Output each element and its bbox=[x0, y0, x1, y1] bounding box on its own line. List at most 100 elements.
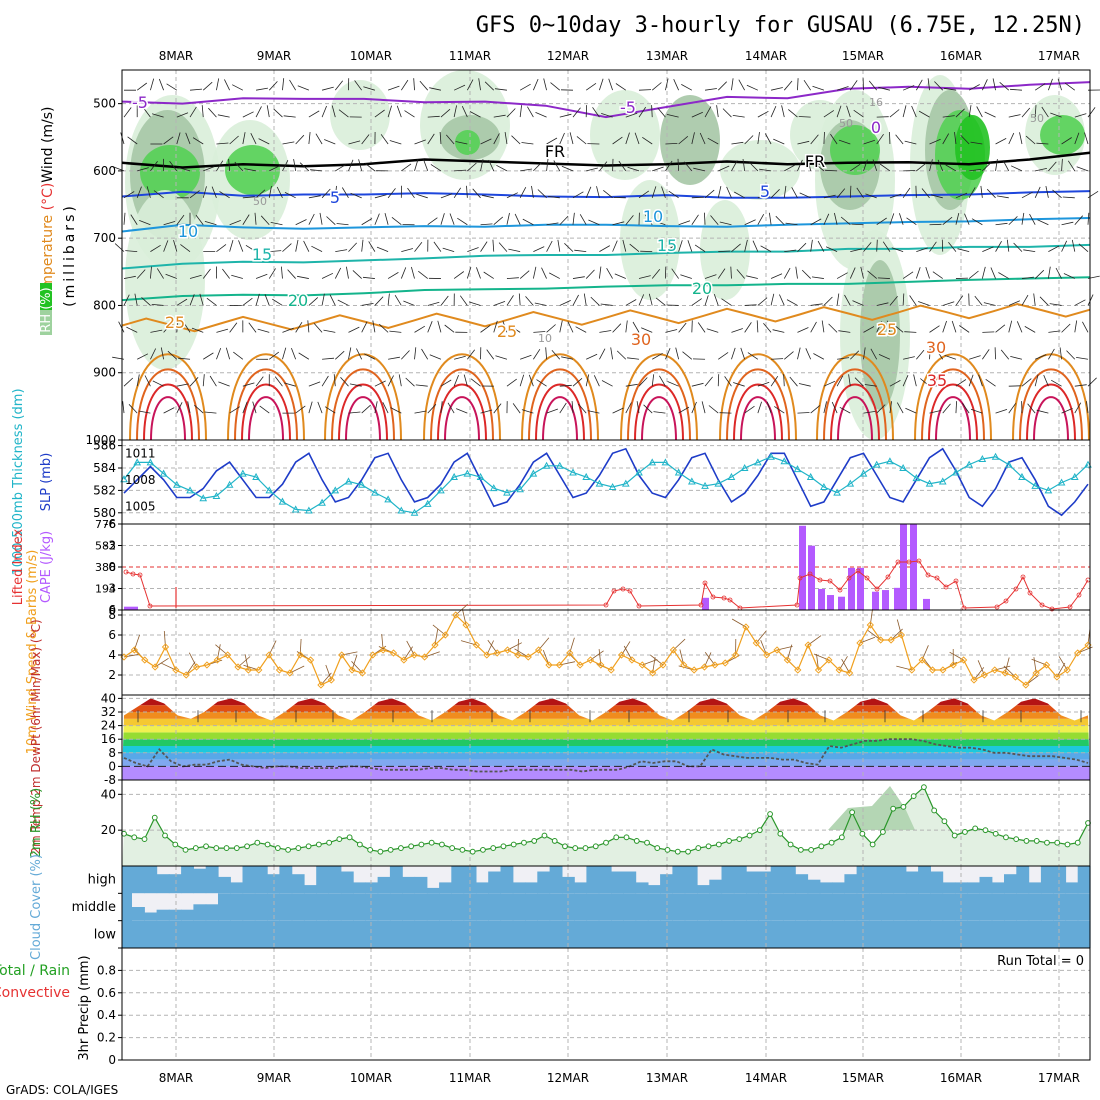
cloud-bar bbox=[291, 893, 305, 921]
wind-barb bbox=[678, 322, 687, 333]
cloud-bar bbox=[930, 871, 944, 894]
rh2m-marker bbox=[131, 834, 138, 841]
thickness-marker bbox=[569, 468, 577, 476]
rh2m-marker bbox=[603, 839, 609, 846]
cloud-bar bbox=[1016, 893, 1030, 921]
wind-barb bbox=[276, 186, 283, 198]
dewpoint-line bbox=[123, 738, 1089, 773]
cloud-bar bbox=[156, 909, 170, 921]
wind10m-marker bbox=[213, 656, 221, 664]
wind-barb bbox=[151, 304, 164, 306]
lifted-index-marker bbox=[846, 575, 852, 581]
isotherm-loop bbox=[935, 396, 971, 441]
wind-barb bbox=[803, 79, 812, 91]
cloud-bar bbox=[844, 874, 858, 894]
wind-barb bbox=[1048, 348, 1055, 360]
cape-bar bbox=[872, 591, 879, 610]
wind-barb bbox=[546, 324, 556, 333]
wind-barb bbox=[852, 300, 864, 306]
wind10m-marker bbox=[1042, 661, 1051, 669]
rh-label: 16 bbox=[869, 96, 883, 109]
wind-barb bbox=[433, 241, 442, 252]
rh2m-marker bbox=[305, 843, 312, 850]
wind10m-marker bbox=[814, 666, 823, 674]
wind-barb bbox=[199, 293, 204, 306]
wind-barb bbox=[478, 78, 481, 91]
wind-barb bbox=[176, 298, 188, 306]
wind10m-marker bbox=[1032, 669, 1040, 677]
wind-barb bbox=[295, 239, 299, 252]
wind-barb bbox=[838, 139, 851, 145]
isotherm-loop bbox=[338, 383, 388, 441]
wind-barb bbox=[592, 107, 600, 118]
isotherm-line bbox=[121, 217, 1091, 233]
rh2m-marker bbox=[387, 846, 394, 853]
cloud-bar bbox=[1016, 866, 1030, 894]
wind-barb bbox=[495, 355, 508, 360]
rh2m-marker bbox=[705, 843, 712, 850]
wind-barb bbox=[838, 330, 851, 333]
wind-barb bbox=[493, 403, 502, 414]
rh2m-marker bbox=[1003, 834, 1009, 841]
cloud-bar bbox=[537, 920, 551, 948]
wind-barb bbox=[836, 105, 842, 118]
wind-barb bbox=[245, 244, 257, 252]
rh2m-marker bbox=[900, 803, 907, 810]
thickness-marker bbox=[740, 463, 749, 471]
wind-barb bbox=[242, 382, 255, 387]
wind-barb bbox=[799, 192, 811, 199]
thickness-marker bbox=[489, 484, 498, 492]
wind-barb bbox=[466, 185, 468, 198]
wind-barb bbox=[313, 323, 323, 333]
tick-label: 16 bbox=[101, 732, 116, 746]
wind-barb bbox=[506, 192, 518, 199]
wind-barb bbox=[229, 322, 238, 333]
wind-barb bbox=[122, 401, 125, 414]
cloud-bar bbox=[770, 893, 784, 921]
wind-barb bbox=[980, 185, 983, 198]
wind-barb bbox=[484, 81, 495, 91]
wind-barb bbox=[361, 239, 364, 252]
wind-barb bbox=[929, 325, 940, 333]
wind-barb bbox=[846, 105, 851, 118]
wind-barb bbox=[282, 141, 295, 145]
isotherm-label: 15 bbox=[252, 245, 272, 264]
rh2m-marker bbox=[992, 830, 999, 837]
wind-barb bbox=[932, 271, 943, 279]
lifted-index-marker bbox=[620, 586, 626, 592]
wind-barb bbox=[625, 320, 628, 333]
wind-barb bbox=[823, 194, 836, 199]
cloud-bar bbox=[451, 866, 465, 894]
wind-barb bbox=[651, 186, 657, 198]
wind-barb bbox=[840, 216, 851, 226]
wind10m-barb bbox=[1056, 662, 1066, 678]
wind-barb bbox=[127, 136, 138, 145]
wind10m-marker bbox=[959, 656, 968, 664]
wind-barb bbox=[622, 239, 627, 252]
lifted-index-marker bbox=[855, 568, 861, 574]
wind-barb bbox=[643, 404, 653, 414]
wind-barb bbox=[905, 407, 917, 414]
wind-barb bbox=[427, 115, 440, 118]
isotherm-loop bbox=[241, 383, 291, 441]
wind-barb bbox=[588, 219, 600, 226]
rh2m-marker bbox=[982, 827, 989, 834]
wind-barb bbox=[775, 215, 785, 226]
rh2m-marker bbox=[859, 830, 866, 837]
rh2m-marker bbox=[521, 839, 527, 846]
wind10m-marker bbox=[203, 661, 211, 669]
wind-barb bbox=[1008, 403, 1017, 414]
isotherm-loop bbox=[823, 368, 887, 441]
wind-barb bbox=[807, 159, 812, 171]
cloud-level-label: middle bbox=[72, 900, 116, 915]
wind-barb bbox=[268, 268, 276, 279]
lifted-index-marker bbox=[906, 559, 912, 565]
rh2m-marker bbox=[879, 829, 886, 835]
cloud-bar bbox=[537, 893, 551, 921]
wind-barb bbox=[440, 193, 453, 199]
wind-barb bbox=[413, 78, 415, 91]
wind-barb bbox=[272, 298, 283, 306]
rh2m-marker bbox=[951, 832, 958, 839]
wind-barb bbox=[986, 188, 996, 199]
wind-barb bbox=[361, 321, 368, 333]
